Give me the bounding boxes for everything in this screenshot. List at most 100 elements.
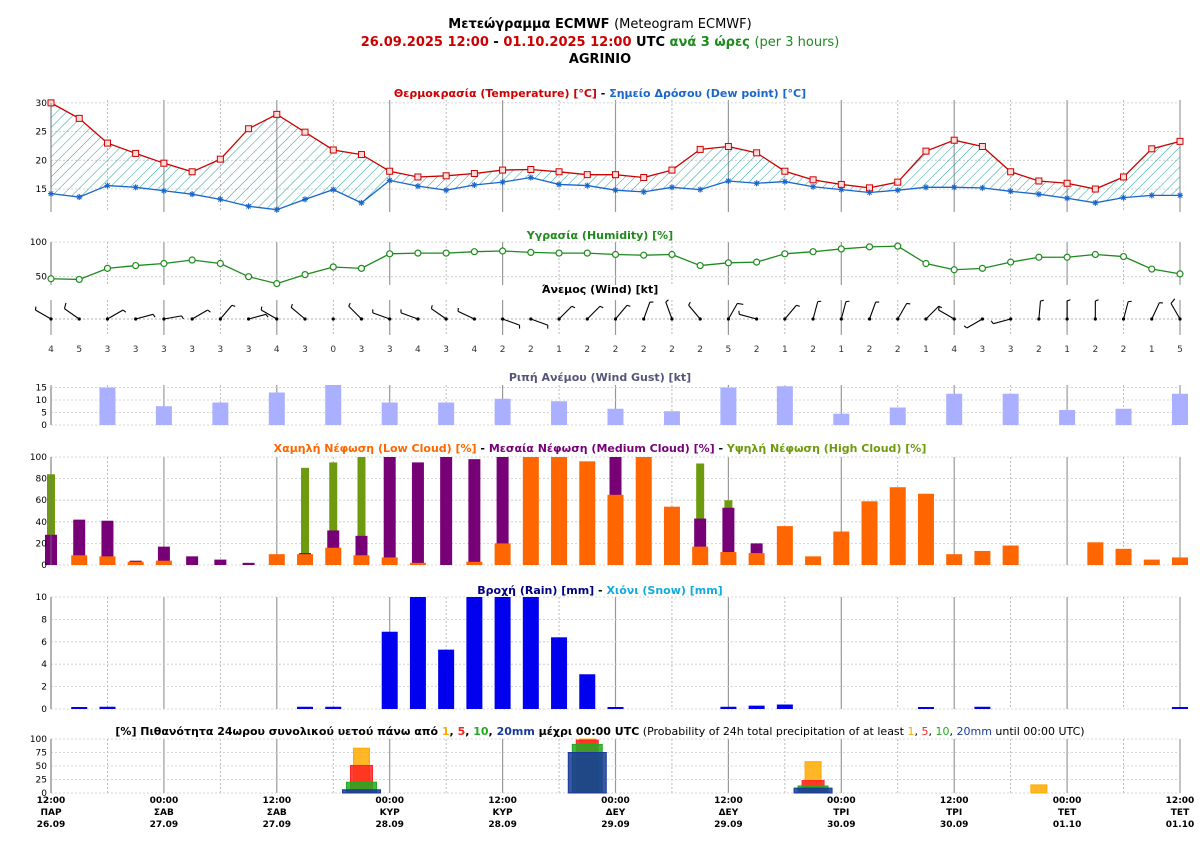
dewpoint-point (302, 196, 309, 203)
x-axis-date: 30.09 (940, 820, 968, 830)
precip-y-tick: 8 (41, 615, 47, 625)
temperature-chart-title: Θερμοκρασία (Temperature) [°C] - Σημείο … (394, 87, 806, 100)
x-axis-day: ΠΑΡ (40, 808, 61, 818)
wind-speed-label: 2 (810, 345, 816, 355)
humidity-point (160, 259, 168, 268)
rain-bar (466, 597, 483, 709)
dewpoint-point (556, 181, 563, 188)
probability-chart-title-part: 1 (907, 725, 914, 738)
low-cloud-bar (889, 487, 906, 565)
humidity-point (499, 247, 507, 255)
humidity-point (216, 259, 224, 268)
x-axis-day: ΣΑΒ (154, 808, 174, 818)
rain-bar (1172, 707, 1188, 709)
low-cloud-bar (409, 562, 426, 565)
temperature-point (1120, 173, 1128, 181)
dewpoint-point (753, 180, 760, 187)
wind-barb (867, 301, 880, 321)
wind-barb (811, 300, 822, 321)
temperature-point (696, 145, 704, 153)
low-cloud-bar (1172, 557, 1188, 565)
wind-speed-label: 5 (726, 345, 732, 355)
gust-bar (268, 392, 285, 425)
x-axis-time: 12:00 (714, 796, 743, 806)
medium-cloud-bar (496, 457, 509, 565)
medium-cloud-bar (440, 457, 453, 565)
x-axis-day: ΔΕΥ (606, 808, 626, 818)
humidity-point (753, 258, 761, 266)
temperature-point (1148, 145, 1156, 153)
low-cloud-bar (1115, 548, 1132, 565)
temperature-point (160, 159, 168, 167)
wind-barb (260, 306, 279, 321)
rain-bar (748, 705, 765, 709)
temperature-point (132, 149, 140, 157)
medium-cloud-bar (411, 462, 424, 565)
wind-barb (726, 302, 744, 321)
wind-barb (400, 309, 420, 321)
gust-y-tick: 5 (41, 409, 47, 419)
temperature-point (1091, 185, 1099, 193)
wind-barb (1150, 302, 1163, 321)
x-axis-time: 00:00 (601, 796, 630, 806)
rain-bar (974, 706, 991, 709)
wind-speed-label: 2 (754, 345, 760, 355)
low-cloud-bar (1087, 542, 1104, 565)
cloud-y-tick: 40 (36, 518, 48, 528)
gust-y-tick: 0 (41, 421, 47, 431)
temperature-point (414, 173, 422, 181)
title-bold: Μετεώγραμμα ECMWF (448, 17, 610, 32)
medium-cloud-bar (157, 546, 170, 565)
temperature-point (442, 172, 450, 180)
dewpoint-point (414, 183, 421, 190)
wind-speed-label: 2 (584, 345, 590, 355)
wind-speed-label: 5 (1177, 345, 1183, 355)
humidity-chart-title: Υγρασία (Humidity) [%] (526, 229, 673, 242)
high-cloud-bar (357, 457, 366, 565)
wind-barb (963, 317, 985, 329)
high-cloud-bar (696, 463, 705, 565)
humidity-point (1119, 252, 1128, 261)
humidity-point (188, 256, 196, 264)
rain-bar (409, 597, 426, 709)
wind-speed-label: 1 (838, 345, 844, 355)
precip-y-tick: 4 (41, 660, 47, 670)
humidity-point (357, 264, 366, 272)
utc-label: UTC (636, 35, 665, 50)
x-axis-time: 12:00 (1166, 796, 1195, 806)
dewpoint-point (922, 184, 929, 191)
gust-bar (1002, 393, 1019, 425)
wind-speed-label: 5 (76, 345, 82, 355)
rain-bar (438, 649, 455, 709)
wind-barb (1093, 299, 1099, 321)
temperature-point (273, 110, 281, 118)
gust-y-tick: 15 (36, 384, 47, 394)
dewpoint-point (132, 184, 139, 191)
date-separator: - (493, 35, 499, 50)
temperature-point (75, 114, 83, 122)
temperature-point (245, 125, 253, 133)
x-axis-date: 27.09 (150, 820, 178, 830)
temperature-point (1035, 177, 1043, 185)
x-axis-day: ΚΥΡ (380, 808, 400, 818)
cloud-y-tick: 20 (36, 539, 48, 549)
wind-speed-label: 3 (359, 345, 365, 355)
wind-speed-label: 4 (951, 345, 957, 355)
temperature-point (724, 143, 732, 151)
probability-chart-title-part: 20mm (497, 725, 535, 738)
low-cloud-bar (833, 531, 850, 565)
wind-speed-label: 3 (105, 345, 111, 355)
wind-barb (372, 309, 392, 321)
wind-speed-label: 3 (161, 345, 167, 355)
temperature-point (470, 170, 478, 178)
cloud-chart-title-part: - (715, 442, 727, 455)
humidity-point (640, 251, 648, 259)
wind-speed-label: 2 (895, 345, 901, 355)
temperature-point (499, 166, 507, 174)
rain-bar (607, 707, 624, 709)
temperature-point (386, 167, 394, 175)
rain-bar (325, 706, 342, 709)
precip-chart-title: Βροχή (Rain) [mm] - Χιόνι (Snow) [mm] (477, 584, 722, 597)
probability-chart-title-part: , (914, 725, 921, 738)
wind-barb (642, 301, 654, 321)
